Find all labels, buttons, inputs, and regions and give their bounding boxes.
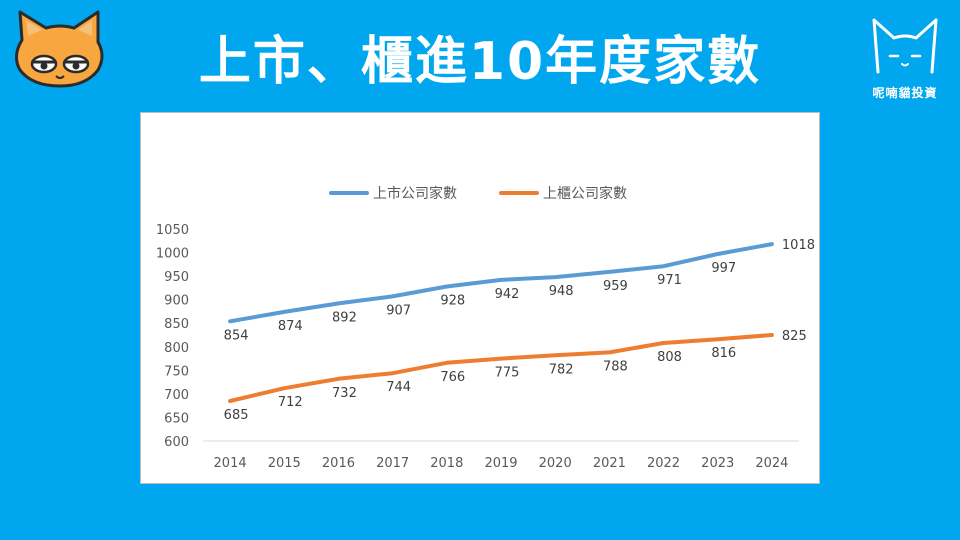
y-tick-label: 1000 [156,247,189,262]
series-line-2 [228,333,774,403]
x-tick-label: 2016 [322,456,355,471]
y-tick-label: 700 [164,388,189,403]
data-label: 942 [495,287,520,302]
x-tick-label: 2015 [268,456,301,471]
y-tick-label: 600 [164,435,189,450]
data-label: 685 [224,408,249,423]
page-title: 上市、櫃進10年度家數 [198,32,762,92]
cat-mascot-logo [6,6,114,90]
brand-logo: 呢喃貓投資 [860,12,950,102]
data-label: 1018 [782,238,815,253]
data-label: 744 [386,380,411,395]
data-label: 959 [603,279,628,294]
data-label: 907 [386,303,411,318]
data-label: 782 [549,362,574,377]
y-tick-label: 900 [164,294,189,309]
x-tick-label: 2020 [539,456,572,471]
data-label: 928 [440,293,465,308]
x-tick-label: 2024 [755,456,788,471]
y-tick-label: 950 [164,270,189,285]
legend-label-1: 上市公司家數 [373,185,457,202]
brand-name: 呢喃貓投資 [872,86,938,100]
chart-panel: 600 650 700 750 800 850 900 950 1000 1050 2014 2015… [140,112,820,484]
y-tick-label: 1050 [156,223,189,238]
y-tick-label: 800 [164,341,189,356]
x-tick-label: 2018 [430,456,463,471]
data-label: 712 [278,395,303,410]
x-tick-label: 2019 [484,456,517,471]
data-label: 766 [440,370,465,385]
x-tick-label: 2022 [647,456,680,471]
x-tick-label: 2014 [214,456,247,471]
data-label: 948 [549,284,574,299]
data-label: 775 [495,366,520,381]
y-tick-label: 750 [164,364,189,379]
series-line-1 [228,242,774,324]
x-tick-label: 2017 [376,456,409,471]
legend-label-2: 上櫃公司家數 [543,185,627,202]
data-label: 854 [224,328,249,343]
line-chart: 600 650 700 750 800 850 900 950 1000 1050 2014 2015… [156,185,815,471]
y-tick-label: 650 [164,411,189,426]
data-label: 732 [332,386,357,401]
data-label: 816 [711,346,736,361]
data-label: 971 [657,273,682,288]
x-tick-label: 2023 [701,456,734,471]
data-label: 892 [332,310,357,325]
data-label: 808 [657,350,682,365]
cat-outline-icon [872,18,938,74]
y-tick-label: 850 [164,317,189,332]
data-label: 825 [782,329,807,344]
data-label: 788 [603,359,628,374]
data-label: 997 [711,261,736,276]
data-label: 874 [278,319,303,334]
x-tick-label: 2021 [593,456,626,471]
